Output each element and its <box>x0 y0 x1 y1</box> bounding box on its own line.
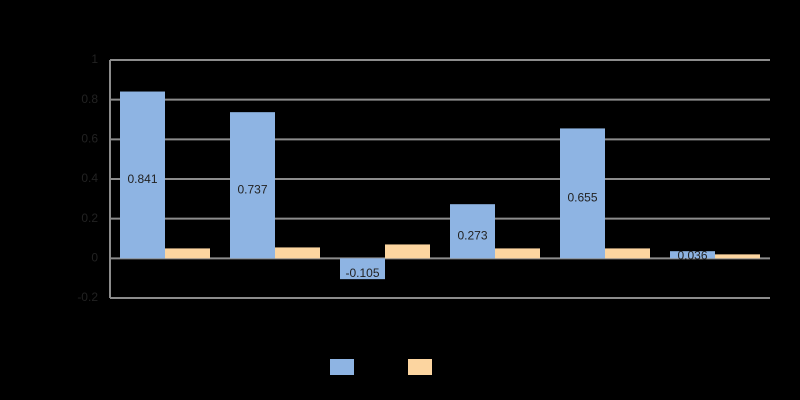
data-label: 0.036 <box>677 249 707 263</box>
y-tick-label: 0.8 <box>81 92 98 106</box>
legend-swatch <box>330 359 354 375</box>
data-label: 0.737 <box>237 182 267 196</box>
y-tick-label: 0.6 <box>81 132 98 146</box>
bar <box>275 247 320 259</box>
y-tick-label: 0 <box>91 251 98 265</box>
data-label: 0.841 <box>127 172 157 186</box>
bar <box>715 254 760 259</box>
y-tick-label: -0.2 <box>77 290 98 304</box>
bar <box>560 128 605 259</box>
bar <box>385 244 430 259</box>
y-tick-label: 1 <box>91 52 98 66</box>
bar <box>340 258 385 280</box>
bar <box>450 204 495 259</box>
bar <box>230 112 275 259</box>
bar <box>605 248 650 259</box>
bar <box>495 248 540 259</box>
data-label: 0.655 <box>567 191 597 205</box>
bar <box>120 91 165 259</box>
bar <box>165 248 210 259</box>
legend-swatch <box>408 359 432 375</box>
bar <box>670 251 715 259</box>
data-label: 0.273 <box>457 228 487 242</box>
y-tick-label: 0.4 <box>81 171 98 185</box>
y-tick-label: 0.2 <box>81 211 98 225</box>
data-label: -0.105 <box>345 266 379 280</box>
